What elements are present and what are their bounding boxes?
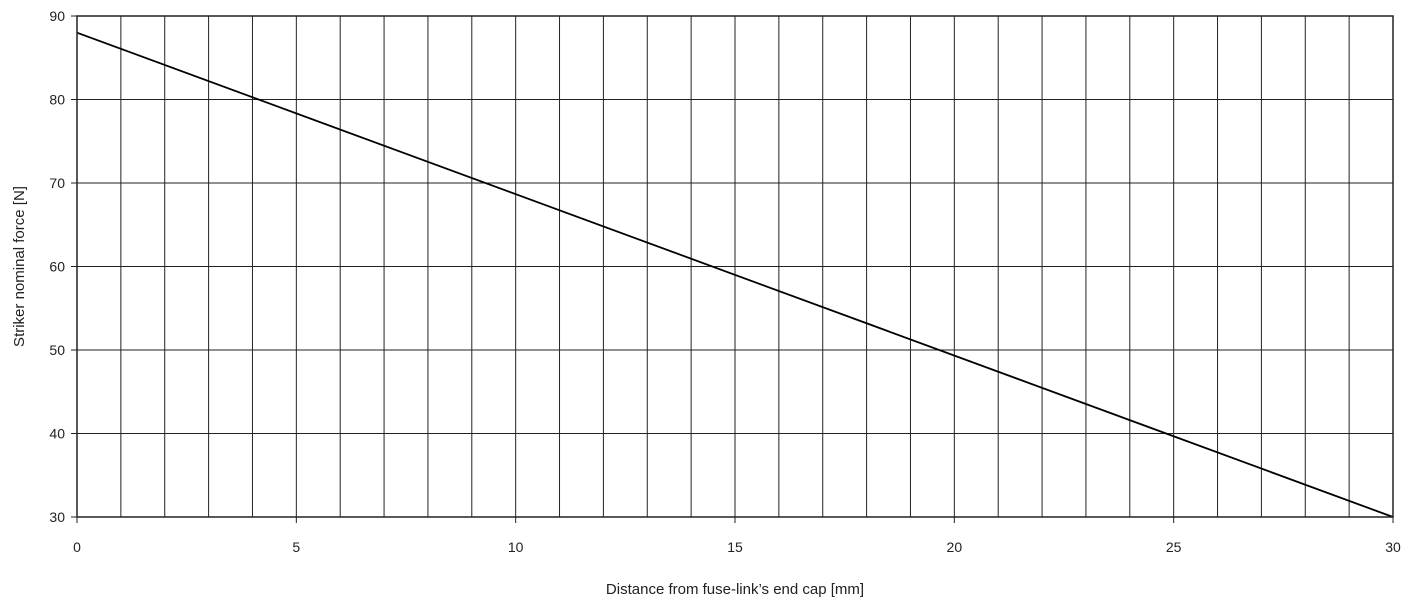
x-tick-label-0: 0 <box>73 539 81 555</box>
y-tick-label-30: 30 <box>49 509 65 525</box>
x-axis-title: Distance from fuse-link’s end cap [mm] <box>606 581 864 598</box>
y-tick-label-80: 80 <box>49 92 65 108</box>
x-tick-label-10: 10 <box>508 539 524 555</box>
y-tick-label-90: 90 <box>49 8 65 24</box>
x-tick-label-5: 5 <box>292 539 300 555</box>
series-line-0 <box>76 31 1394 518</box>
x-tick-label-15: 15 <box>727 539 743 555</box>
x-tick-label-25: 25 <box>1166 539 1182 555</box>
series-layer <box>76 31 1394 518</box>
y-tick-label-40: 40 <box>49 426 65 442</box>
x-tick-labels: 0 5 10 15 20 25 30 <box>73 517 1401 555</box>
y-tick-labels: 30 40 50 60 70 80 90 <box>49 8 77 525</box>
y-tick-label-60: 60 <box>49 259 65 275</box>
x-tick-label-20: 20 <box>947 539 963 555</box>
y-tick-label-50: 50 <box>49 342 65 358</box>
x-tick-label-30: 30 <box>1385 539 1401 555</box>
y-tick-label-70: 70 <box>49 175 65 191</box>
y-axis-title: Striker nominal force [N] <box>11 186 28 347</box>
